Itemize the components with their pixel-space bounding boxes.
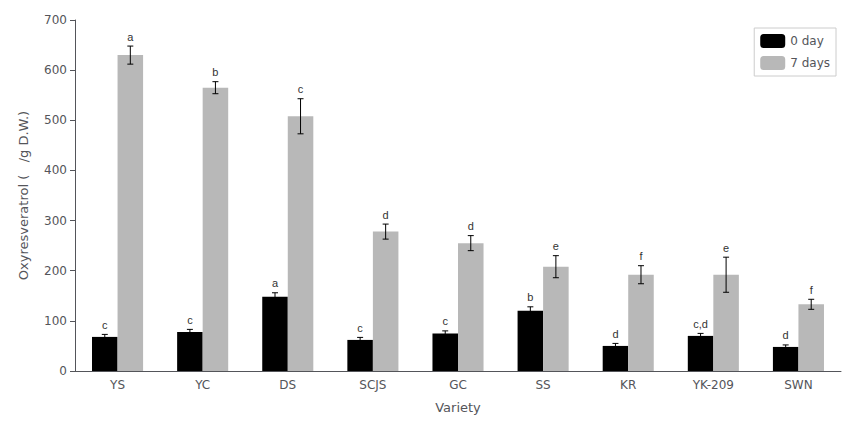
svg-text:300: 300 (44, 214, 67, 228)
svg-text:KR: KR (620, 378, 636, 392)
svg-text:SWN: SWN (784, 378, 812, 392)
svg-text:Oxyresveratrol ( /g D.W.): Oxyresveratrol ( /g D.W.) (16, 111, 31, 280)
svg-text:b: b (527, 291, 533, 303)
svg-text:SCJS: SCJS (359, 378, 386, 392)
svg-text:700: 700 (44, 13, 67, 27)
svg-text:YS: YS (109, 378, 125, 392)
svg-text:d: d (612, 328, 618, 340)
svg-text:100: 100 (44, 314, 67, 328)
svg-text:d: d (383, 209, 389, 221)
svg-text:c: c (102, 319, 108, 331)
svg-text:f: f (639, 250, 643, 262)
svg-text:d: d (468, 220, 474, 232)
svg-text:400: 400 (44, 163, 67, 177)
svg-text:c,d: c,d (693, 318, 708, 330)
svg-text:Variety: Variety (435, 400, 481, 415)
svg-text:SS: SS (535, 378, 550, 392)
svg-text:500: 500 (44, 113, 67, 127)
svg-text:c: c (298, 83, 304, 95)
svg-text:d: d (783, 329, 789, 341)
svg-text:c: c (442, 315, 448, 327)
svg-text:0: 0 (59, 364, 67, 378)
svg-text:f: f (810, 284, 814, 296)
svg-text:YK-209: YK-209 (692, 378, 734, 392)
svg-text:a: a (127, 31, 134, 43)
svg-text:YC: YC (194, 378, 210, 392)
svg-text:b: b (212, 66, 218, 78)
svg-text:c: c (187, 314, 193, 326)
svg-text:a: a (272, 277, 279, 289)
svg-text:600: 600 (44, 63, 67, 77)
svg-text:DS: DS (279, 378, 296, 392)
svg-text:e: e (723, 242, 729, 254)
svg-text:200: 200 (44, 264, 67, 278)
svg-text:e: e (553, 240, 559, 252)
svg-text:c: c (357, 322, 363, 334)
svg-text:7 days: 7 days (790, 56, 830, 70)
svg-text:0 day: 0 day (790, 34, 824, 48)
svg-text:GC: GC (449, 378, 467, 392)
